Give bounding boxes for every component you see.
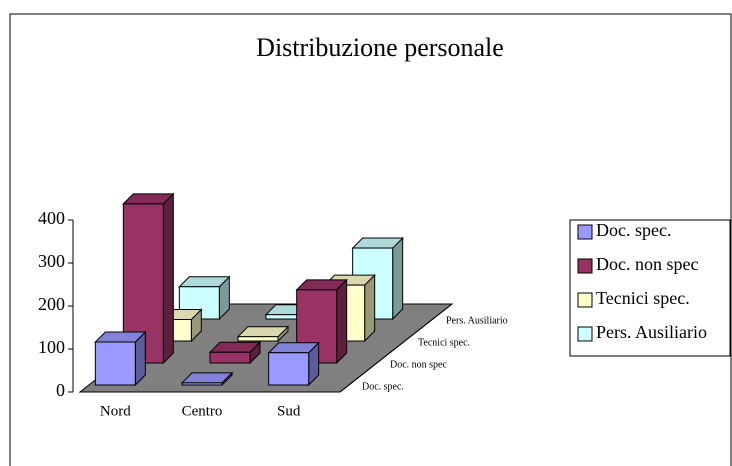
depth-label: Tecnici spec. [418, 337, 470, 348]
y-tick-label: 100 [38, 337, 65, 357]
y-tick-label: 200 [38, 294, 65, 314]
y-tick-label: 400 [38, 208, 65, 228]
bar [181, 382, 223, 386]
bar [237, 336, 279, 342]
legend-swatch [577, 258, 593, 274]
legend-label: Tecnici spec. [596, 288, 690, 308]
bar [209, 351, 251, 364]
legend-label: Doc. spec. [596, 220, 671, 240]
legend-swatch [577, 292, 593, 308]
chart-title: Distribuzione personale [256, 33, 504, 62]
bar-side [336, 278, 348, 365]
depth-label: Doc. spec. [362, 381, 404, 392]
depth-label: Pers. Ausiliario [446, 315, 508, 326]
bar-side [392, 236, 404, 321]
x-tick-label: Nord [100, 403, 131, 419]
legend-label: Pers. Ausiliario [596, 322, 707, 342]
x-tick-label: Sud [277, 403, 301, 419]
y-tick-label: 0 [56, 380, 65, 400]
bar-side [364, 273, 376, 343]
y-tick-label: 300 [38, 251, 65, 271]
depth-label: Doc. non spec [390, 359, 447, 370]
bar [94, 341, 136, 386]
bar [268, 352, 310, 386]
x-tick-label: Centro [182, 403, 223, 419]
legend-swatch [577, 326, 593, 342]
legend [569, 219, 731, 357]
legend-label: Doc. non spec [596, 254, 698, 274]
depth-axis [339, 303, 453, 393]
bar-side [162, 192, 174, 365]
legend-swatch [577, 224, 593, 240]
chart-frame [9, 13, 732, 466]
